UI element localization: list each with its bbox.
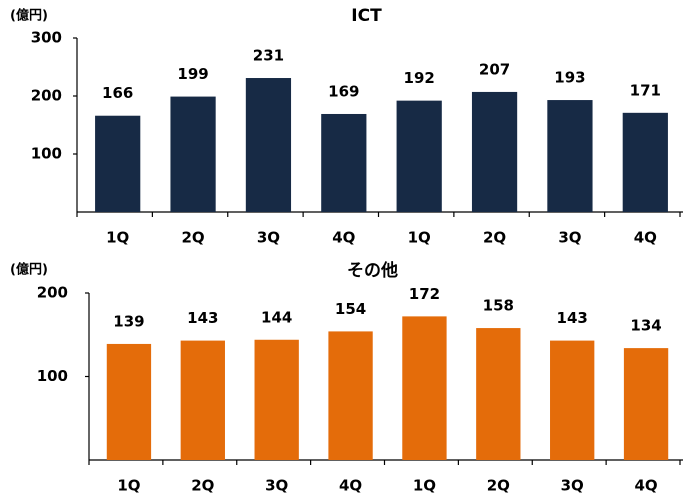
bar	[476, 328, 521, 460]
value-label: 193	[554, 69, 585, 87]
bar	[623, 348, 669, 460]
value-label: 207	[479, 60, 510, 78]
value-label: 154	[335, 300, 366, 318]
y-tick-label: 200	[37, 284, 68, 302]
x-tick-label: 4Q	[332, 229, 355, 247]
x-tick-label: 1Q	[106, 229, 129, 247]
y-tick-label: 200	[31, 87, 62, 105]
value-label: 172	[409, 285, 440, 303]
x-tick-label: 1Q	[413, 477, 436, 495]
x-tick-label: 2Q	[483, 229, 506, 247]
bar	[245, 78, 292, 213]
value-label: 144	[261, 308, 292, 326]
x-tick-label: 4Q	[339, 477, 362, 495]
value-label: 166	[102, 84, 133, 102]
value-label: 169	[328, 82, 359, 100]
bar	[254, 339, 299, 460]
bar	[180, 340, 225, 460]
bar	[471, 91, 518, 212]
x-tick-label: 1Q	[117, 477, 140, 495]
x-tick-label: 2Q	[487, 477, 510, 495]
chart-title: その他	[347, 260, 398, 281]
bar	[622, 112, 668, 212]
y-tick-label: 100	[37, 367, 68, 385]
value-label: 134	[630, 317, 661, 335]
bar	[95, 115, 141, 212]
x-tick-label: 3Q	[257, 229, 280, 247]
unit-label: (億円)	[10, 262, 48, 278]
x-tick-label: 3Q	[561, 477, 584, 495]
bar	[402, 316, 447, 460]
x-tick-label: 2Q	[181, 229, 204, 247]
bar	[321, 113, 367, 212]
x-tick-label: 4Q	[634, 477, 657, 495]
y-tick-label: 300	[31, 29, 62, 47]
unit-label: (億円)	[10, 8, 48, 24]
x-tick-label: 4Q	[634, 229, 657, 247]
value-label: 199	[177, 65, 208, 83]
value-label: 192	[404, 69, 435, 87]
bar	[550, 340, 595, 460]
x-tick-label: 1Q	[408, 229, 431, 247]
value-label: 158	[483, 297, 514, 315]
bar	[170, 96, 216, 212]
y-tick-label: 100	[31, 145, 62, 163]
value-label: 231	[253, 47, 284, 65]
chart-title: ICT	[351, 6, 382, 26]
x-tick-label: 2Q	[191, 477, 214, 495]
x-tick-label: 3Q	[265, 477, 288, 495]
value-label: 143	[187, 309, 218, 327]
value-label: 143	[557, 309, 588, 327]
value-label: 139	[113, 312, 144, 330]
x-tick-label: 3Q	[558, 229, 581, 247]
bar	[396, 100, 442, 212]
value-label: 171	[630, 81, 661, 99]
bar	[328, 331, 373, 460]
bar	[106, 343, 152, 460]
bar	[547, 100, 593, 212]
